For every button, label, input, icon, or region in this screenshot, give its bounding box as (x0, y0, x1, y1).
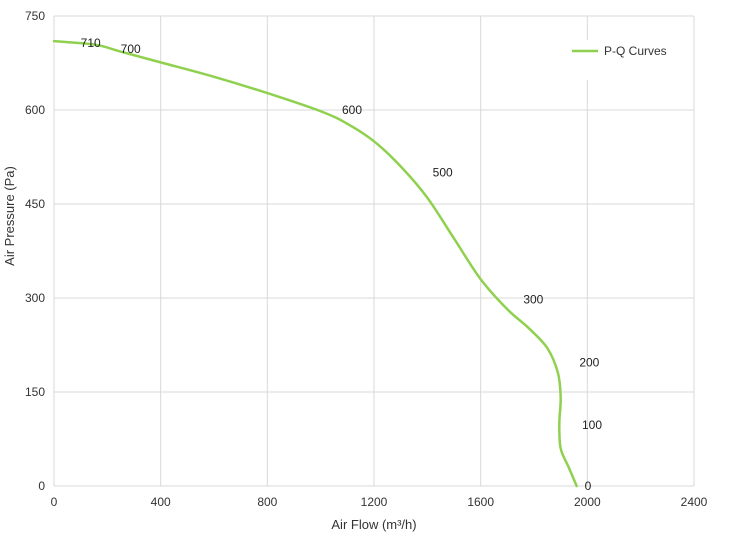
x-tick-label: 1600 (467, 495, 494, 509)
y-tick-label: 450 (25, 197, 45, 211)
series-line-pq-curves (52, 39, 578, 488)
x-tick-label: 1200 (361, 495, 388, 509)
point-label: 500 (433, 166, 453, 180)
legend-background (562, 40, 687, 80)
point-label: 700 (121, 42, 141, 56)
y-tick-label: 600 (25, 103, 45, 117)
y-axis-title: Air Pressure (Pa) (2, 166, 17, 266)
legend: P-Q Curves (562, 40, 687, 80)
x-axis-ticks: 0 400 800 1200 1600 2000 2400 (51, 495, 708, 509)
point-label: 600 (342, 103, 362, 117)
y-axis-ticks: 0 150 300 450 600 750 (25, 9, 45, 493)
x-tick-label: 400 (151, 495, 171, 509)
grid-lines (53, 15, 695, 487)
point-label: 100 (582, 418, 602, 432)
point-label: 0 (585, 479, 592, 493)
legend-label: P-Q Curves (604, 44, 667, 58)
y-tick-label: 150 (25, 385, 45, 399)
x-tick-label: 0 (51, 495, 58, 509)
x-axis-title: Air Flow (m³/h) (331, 517, 416, 532)
point-label: 300 (523, 292, 543, 306)
y-tick-label: 0 (38, 479, 45, 493)
point-label: 710 (81, 36, 101, 50)
y-tick-label: 750 (25, 9, 45, 23)
x-tick-label: 2400 (681, 495, 708, 509)
x-tick-label: 800 (257, 495, 277, 509)
point-labels: 710 700 600 500 300 200 100 0 (81, 36, 603, 493)
series-layer (52, 39, 578, 488)
point-label: 200 (579, 356, 599, 370)
y-tick-label: 300 (25, 291, 45, 305)
x-tick-label: 2000 (574, 495, 601, 509)
